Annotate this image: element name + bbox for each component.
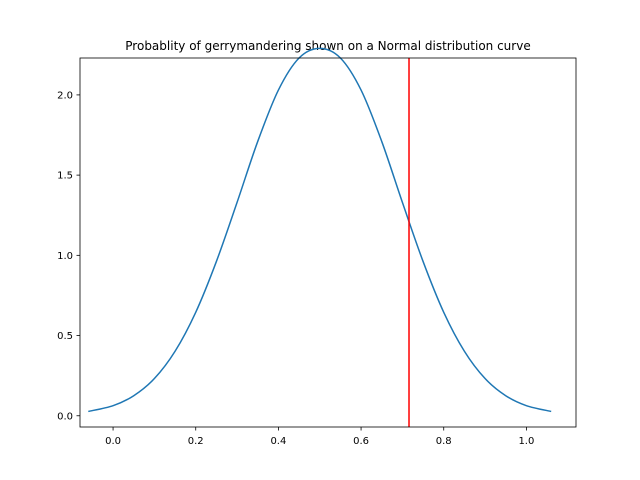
x-tick-label-0: 0.0 (105, 436, 121, 447)
series-line-0 (88, 47, 552, 413)
x-tick-label-1: 0.2 (188, 436, 204, 447)
y-tick-label-1: 0.5 (57, 331, 73, 342)
x-tick-label-3: 0.6 (353, 436, 369, 447)
axes: 0.0 0.2 0.4 0.6 0.8 1.0 0.0 0.5 1.0 1.5 2.0 (57, 57, 577, 447)
y-tick-label-3: 1.5 (57, 171, 73, 182)
chart-title: Probablity of gerrymandering shown on a … (125, 39, 530, 53)
x-tick-label-5: 1.0 (518, 436, 534, 447)
plot-area (88, 47, 552, 427)
x-tick-label-4: 0.8 (436, 436, 452, 447)
y-tick-label-2: 1.0 (57, 251, 73, 262)
x-tick-label-2: 0.4 (270, 436, 286, 447)
y-tick-label-4: 2.0 (57, 90, 73, 101)
y-tick-label-0: 0.0 (57, 411, 73, 422)
axes-frame (79, 57, 577, 428)
